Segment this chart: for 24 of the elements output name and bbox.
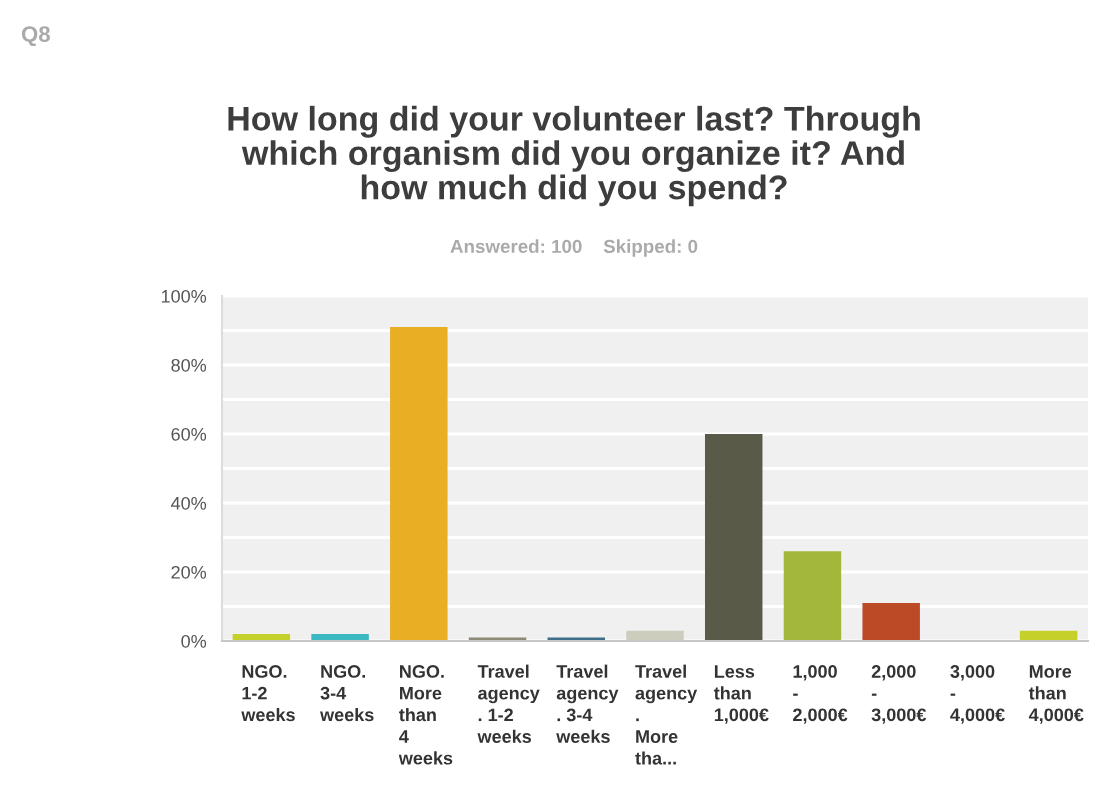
x-tick-label: Travel agency . More tha...	[635, 664, 698, 765]
y-tick-label: 20%	[171, 565, 207, 579]
bar	[783, 551, 842, 641]
bar	[862, 603, 920, 641]
x-tick-label: NGO. 1-2 weeks	[241, 665, 295, 722]
y-tick-label: 100%	[161, 289, 207, 303]
chart-subtitle: Answered: 100 Skipped: 0	[450, 239, 698, 257]
bar	[390, 327, 448, 641]
x-tick-label: 1,000 - 2,000€	[793, 665, 848, 724]
x-tick-label: 3,000 - 4,000€	[950, 665, 1005, 724]
x-tick-label: Travel agency . 3-4 weeks	[556, 664, 619, 743]
x-tick-label: Less than 1,000€	[713, 665, 769, 724]
y-tick-label: 60%	[171, 427, 207, 441]
x-tick-label: NGO. More than 4 weeks	[398, 665, 453, 765]
text: Q8	[21, 26, 50, 47]
x-tick-label: More than 4,000€	[1028, 665, 1084, 724]
bar	[704, 434, 763, 641]
y-tick-label: 0%	[181, 634, 207, 648]
x-tick-label: NGO. 3-4 weeks	[320, 665, 374, 722]
y-tick-label: 80%	[171, 358, 207, 372]
x-tick-label: 2,000 - 3,000€	[871, 665, 927, 724]
y-tick-label: 40%	[171, 496, 207, 510]
x-tick-label: Travel agency . 1-2 weeks	[477, 664, 540, 743]
chart-title: How long did your volunteer last? Through which organism did you organize it? And how much did you spend?	[228, 105, 920, 207]
